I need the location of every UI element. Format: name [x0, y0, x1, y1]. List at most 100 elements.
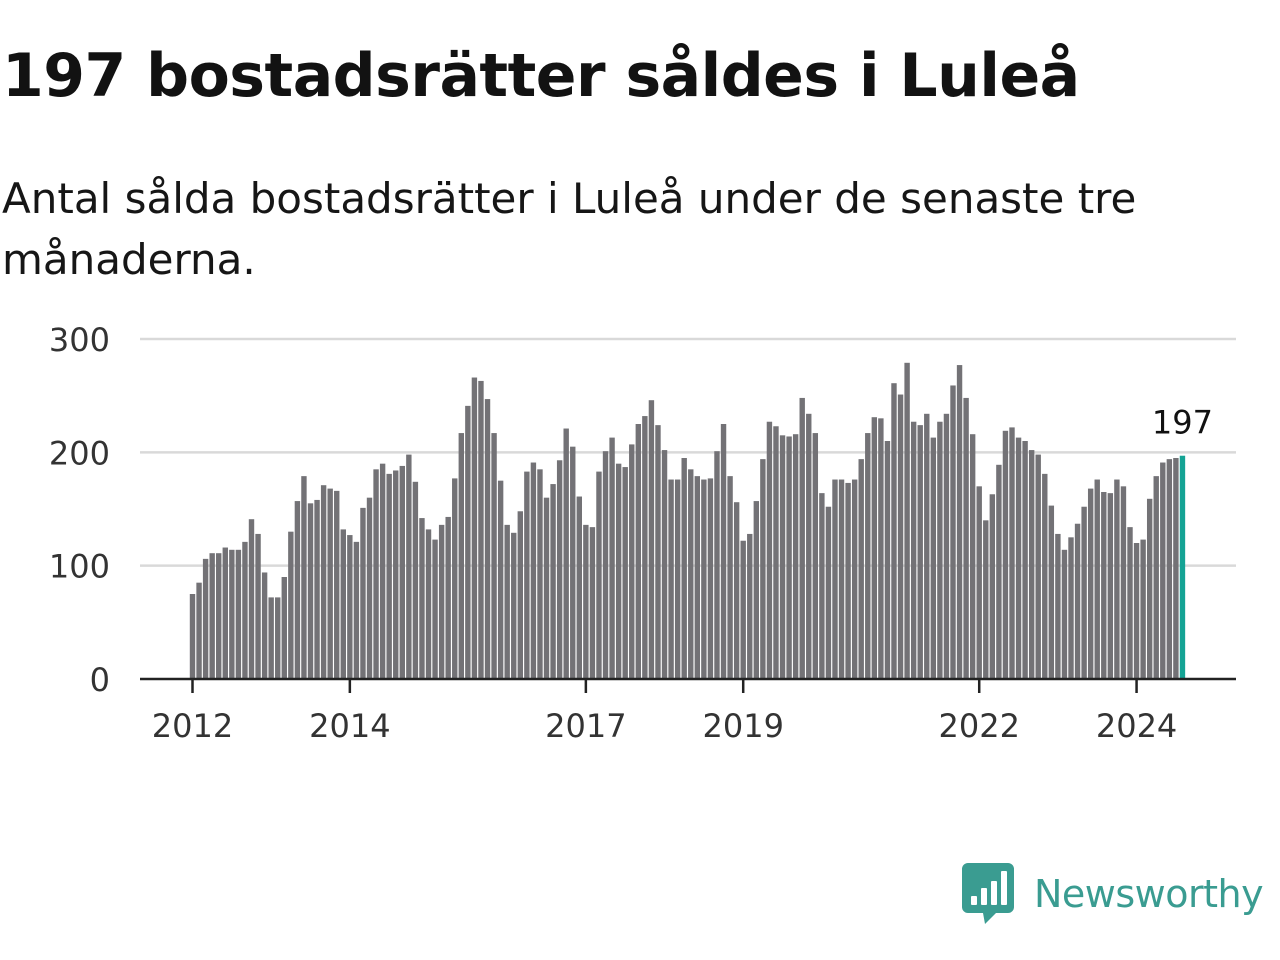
- brand-name[interactable]: Newsworthy: [1034, 872, 1264, 916]
- bar: [432, 539, 438, 679]
- bar: [471, 377, 478, 679]
- bar: [1101, 492, 1107, 679]
- bar: [701, 479, 707, 679]
- bar: [583, 524, 589, 679]
- bar: [412, 481, 419, 679]
- bar: [694, 476, 701, 679]
- bar: [202, 558, 209, 679]
- bar: [281, 577, 287, 679]
- bar: [524, 471, 530, 679]
- bar: [851, 479, 858, 679]
- bar: [629, 444, 635, 679]
- bar: [720, 424, 727, 679]
- bar: [806, 413, 812, 679]
- chart-title: 197 bostadsrätter såldes i Luleå: [2, 41, 1080, 111]
- bar: [543, 497, 550, 679]
- bar: [963, 397, 969, 679]
- bar: [1028, 450, 1035, 679]
- x-axis-ticks: [191, 679, 1138, 693]
- bar: [222, 547, 228, 679]
- bar: [1022, 441, 1028, 679]
- bar: [714, 451, 720, 679]
- bar: [996, 464, 1002, 679]
- bar: [648, 400, 655, 679]
- bar: [930, 437, 937, 679]
- bar: [688, 469, 694, 679]
- bar: [216, 553, 222, 679]
- bar: [511, 532, 517, 679]
- bar: [740, 540, 746, 679]
- bar: [452, 478, 458, 679]
- bar: [530, 462, 537, 679]
- bar: [786, 436, 792, 679]
- bar: [1094, 479, 1100, 679]
- bar: [655, 425, 661, 679]
- newsworthy-logo-icon: [962, 863, 1014, 924]
- bar: [484, 399, 491, 679]
- bar: [1160, 462, 1166, 679]
- axis-labels: 0 100 200 300 2012 2014 2017 2019 2022 2024 197: [49, 321, 1213, 745]
- bar: [1127, 527, 1133, 679]
- x-tick-label: 2012: [152, 707, 233, 745]
- bar: [989, 494, 996, 679]
- bar: [1107, 493, 1114, 679]
- bar: [261, 572, 268, 679]
- bar: [635, 424, 642, 679]
- bar: [615, 463, 622, 679]
- bar: [288, 531, 294, 679]
- bar: [865, 433, 871, 679]
- bar: [799, 397, 805, 679]
- x-tick-label: 2022: [939, 707, 1020, 745]
- bar: [406, 454, 412, 679]
- bar: [681, 458, 687, 679]
- bar: [976, 486, 982, 679]
- bar: [537, 469, 543, 679]
- bar: [334, 490, 340, 679]
- bar: [1042, 473, 1048, 679]
- bar: [596, 471, 602, 679]
- bar: [1153, 476, 1159, 679]
- bar: [773, 426, 779, 679]
- bar: [1055, 533, 1061, 679]
- bar: [366, 497, 373, 679]
- bar: [1035, 454, 1041, 679]
- bar: [373, 469, 379, 679]
- highlight-value-label: 197: [1152, 404, 1213, 442]
- bar: [189, 594, 196, 679]
- bar: [1009, 427, 1015, 679]
- newsworthy-brand[interactable]: Newsworthy: [962, 862, 1264, 926]
- bar: [438, 524, 445, 679]
- bar: [969, 434, 976, 679]
- bar: [642, 416, 648, 679]
- bar: [1081, 506, 1087, 679]
- bar: [956, 365, 963, 679]
- bar: [819, 493, 825, 679]
- bar: [255, 533, 261, 679]
- bar: [1087, 488, 1094, 679]
- bar: [779, 435, 786, 679]
- bar: [1173, 458, 1179, 679]
- bar: [832, 479, 838, 679]
- bar: [753, 501, 760, 679]
- bar: [196, 582, 202, 679]
- bar: [491, 433, 497, 679]
- bar: [1140, 539, 1146, 679]
- bar: [983, 520, 989, 679]
- bar: [589, 527, 596, 679]
- bar: [884, 441, 891, 679]
- bar: [602, 451, 609, 679]
- highlight-bar: [1179, 455, 1186, 679]
- bar: [347, 535, 353, 679]
- bar: [307, 503, 314, 679]
- bar: [478, 380, 484, 679]
- bar: [235, 549, 242, 679]
- bar: [229, 549, 235, 679]
- bar: [924, 413, 930, 679]
- bar: [792, 434, 799, 679]
- bar: [294, 501, 301, 679]
- bar: [1133, 543, 1140, 679]
- bar: [465, 405, 471, 679]
- bar: [766, 421, 773, 679]
- bar: [812, 433, 819, 679]
- bar: [563, 428, 569, 679]
